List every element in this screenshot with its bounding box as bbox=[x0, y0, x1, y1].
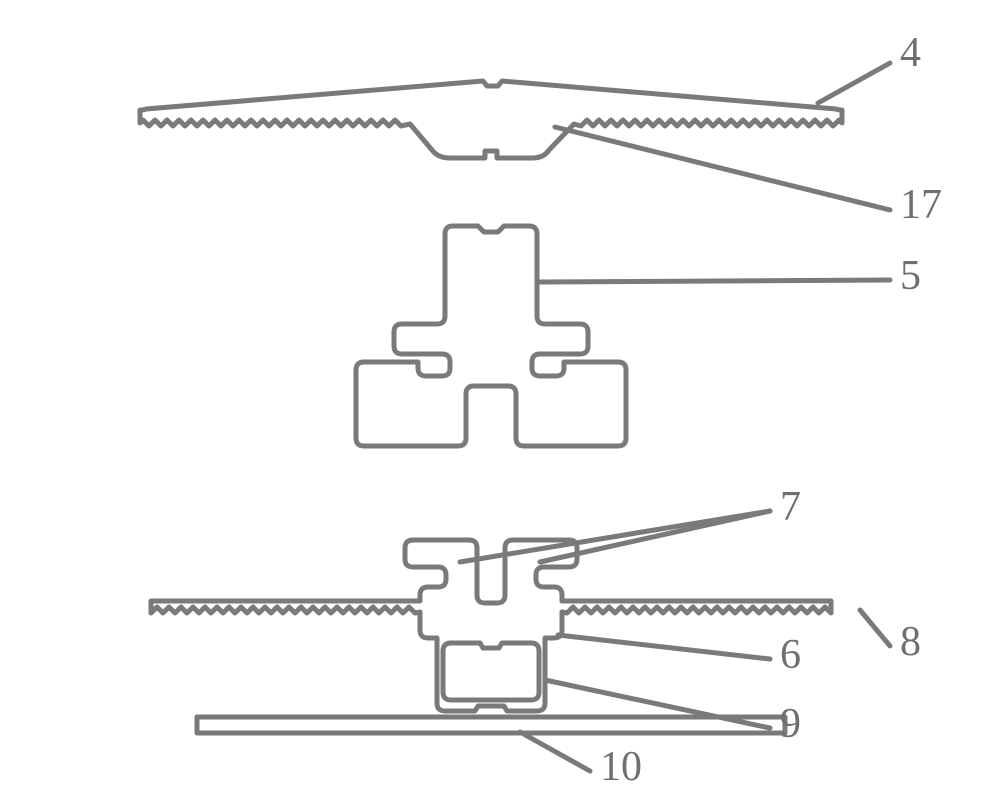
leader-line-6 bbox=[558, 635, 770, 659]
leader-line-4 bbox=[818, 63, 890, 103]
leader-line-9 bbox=[545, 680, 770, 728]
callout-label-6: 6 bbox=[780, 632, 801, 678]
leader-line-7-b bbox=[460, 511, 770, 562]
callout-label-7: 7 bbox=[780, 484, 801, 530]
leader-line-10 bbox=[520, 732, 590, 771]
callout-label-8: 8 bbox=[900, 619, 921, 665]
callout-label-17: 17 bbox=[900, 182, 942, 228]
technical-diagram: 4 17 5 7 8 6 9 10 bbox=[0, 0, 1000, 793]
parts bbox=[140, 81, 842, 733]
callout-label-4: 4 bbox=[900, 30, 921, 76]
part-top-cover bbox=[140, 81, 842, 158]
part-mid-block bbox=[356, 226, 626, 446]
callout-label-10: 10 bbox=[600, 744, 642, 790]
callouts: 4 17 5 7 8 6 9 10 bbox=[460, 30, 942, 790]
leader-line-8 bbox=[860, 610, 890, 646]
callout-label-5: 5 bbox=[900, 253, 921, 299]
callout-label-9: 9 bbox=[780, 701, 801, 747]
leader-line-5 bbox=[540, 280, 890, 282]
leader-line-17 bbox=[555, 127, 890, 210]
part-bottom-base bbox=[151, 540, 831, 733]
